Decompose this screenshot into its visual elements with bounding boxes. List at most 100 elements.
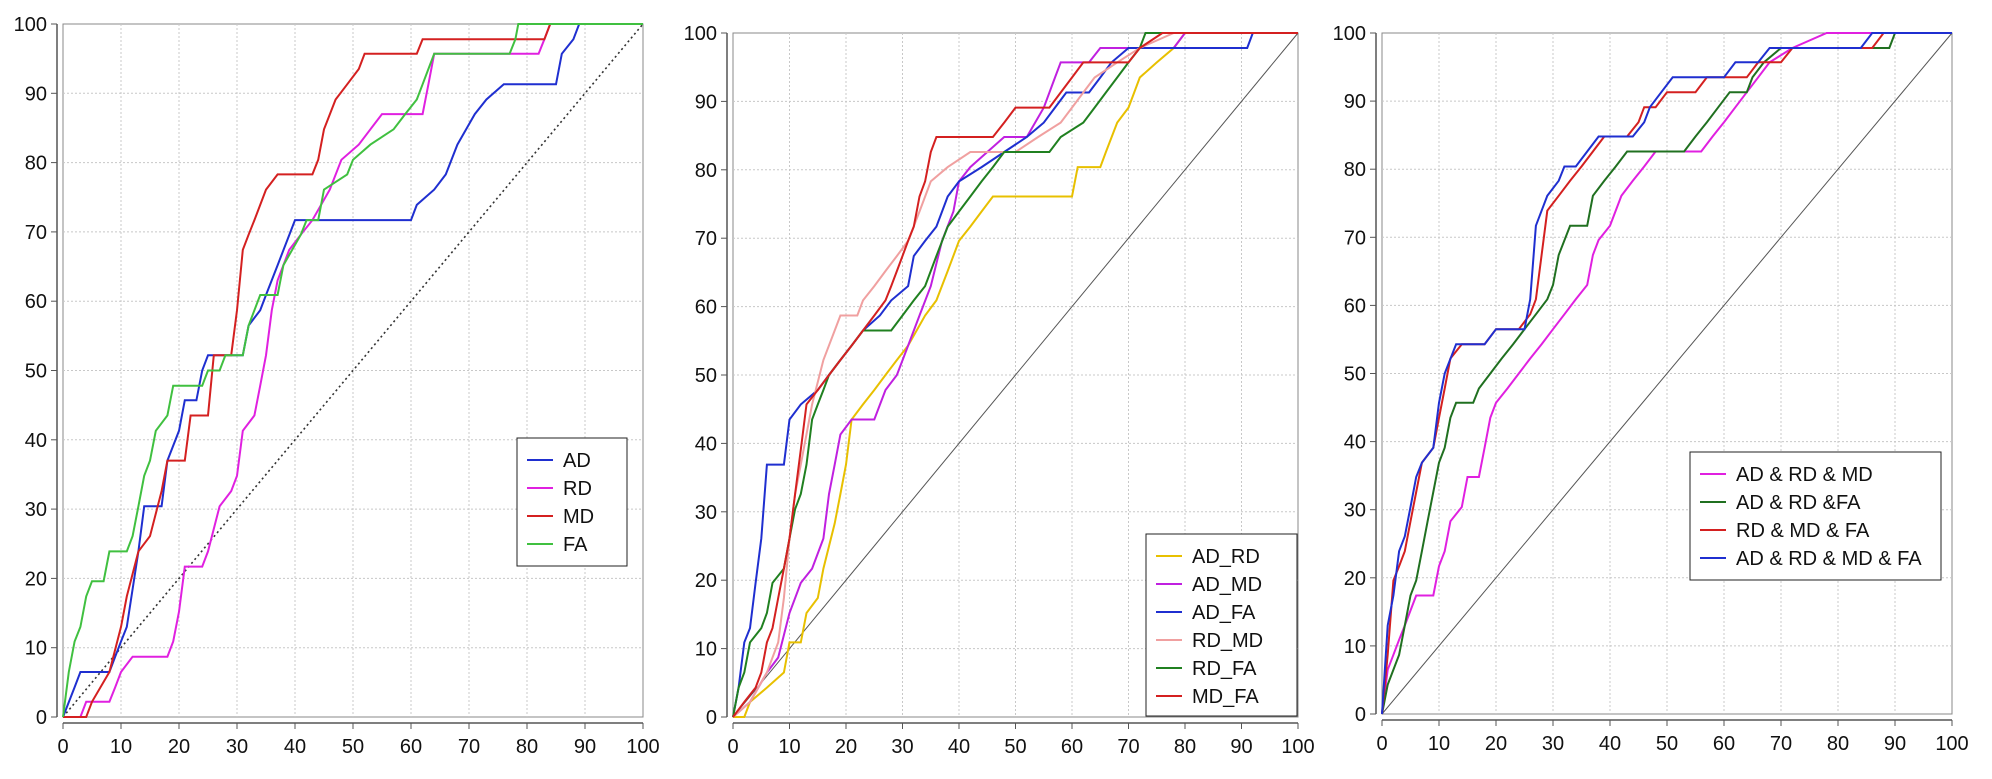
roc-chart-2: 0 10 20 30 40 50 60 70 80 90 100 0 10 20 30 40 50 60 70 80 9… (684, 23, 1315, 758)
x-tick-label: 80 (1827, 733, 1849, 755)
x-tick-label: 90 (1884, 733, 1906, 755)
legend: AD_RD AD_MD AD_FA RD_MD RD_FA MD_FA (1145, 533, 1298, 717)
y-tick-label: 70 (1344, 227, 1366, 249)
y-tick-label: 60 (1344, 295, 1366, 317)
x-tick-label: 0 (1376, 733, 1387, 755)
y-tick-label: 100 (1333, 23, 1366, 45)
y-tick-label: 0 (1355, 704, 1366, 726)
legend-label: RD & MD & FA (1736, 520, 1870, 542)
series-line-md (63, 23, 643, 718)
x-tick-label: 90 (574, 736, 596, 758)
y-tick-label: 90 (695, 91, 717, 113)
legend-label: AD_FA (1192, 602, 1256, 624)
legend-label: AD (563, 450, 591, 472)
y-tick-label: 50 (695, 365, 717, 387)
y-tick-label: 40 (25, 430, 47, 452)
y-tick-label: 30 (695, 502, 717, 524)
series-line-rd (63, 23, 643, 718)
y-tick-label: 40 (1344, 432, 1366, 454)
legend-label: AD & RD &FA (1736, 492, 1861, 514)
legend: AD RD MD FA (516, 437, 628, 567)
x-tick-label: 20 (1485, 733, 1507, 755)
x-tick-label: 30 (226, 736, 248, 758)
x-tick-label: 100 (1935, 733, 1968, 755)
series-line-ad-fa (732, 32, 1298, 718)
x-tick-label: 30 (1542, 733, 1564, 755)
reference-diagonal (1381, 32, 1953, 715)
y-tick-label: 90 (25, 83, 47, 105)
series-line-ad-md (732, 32, 1298, 718)
y-tick-label: 80 (25, 153, 47, 175)
legend-label: FA (563, 534, 588, 556)
legend-label: MD (563, 506, 594, 528)
legend-label: AD & RD & MD & FA (1736, 548, 1922, 570)
x-tick-label: 20 (835, 736, 857, 758)
series-line-ad-rd-fa (1381, 32, 1952, 715)
legend-label: RD (563, 478, 592, 500)
y-tick-label: 10 (25, 638, 47, 660)
y-tick-label: 30 (1344, 500, 1366, 522)
x-tick-label: 30 (891, 736, 913, 758)
legend-label: MD_FA (1192, 686, 1259, 708)
y-tick-label: 40 (695, 433, 717, 455)
legend-box (1689, 451, 1942, 581)
x-tick-label: 60 (1713, 733, 1735, 755)
y-tick-label: 70 (25, 222, 47, 244)
x-tick-label: 70 (1770, 733, 1792, 755)
y-tick-label: 90 (1344, 91, 1366, 113)
x-tick-label: 80 (1174, 736, 1196, 758)
x-tick-label: 10 (110, 736, 132, 758)
y-tick-label: 20 (695, 570, 717, 592)
y-tick-label: 20 (1344, 568, 1366, 590)
x-tick-label: 90 (1230, 736, 1252, 758)
legend-box (1145, 533, 1298, 717)
legend-label: RD_MD (1192, 630, 1263, 652)
series-line-rd-fa (732, 32, 1298, 718)
x-tick-label: 60 (400, 736, 422, 758)
reference-diagonal (732, 32, 1299, 718)
series-line-ad-rd-md-fa (1381, 32, 1952, 715)
y-tick-label: 70 (695, 228, 717, 250)
series-line-ad-rd-md (1381, 32, 1952, 715)
x-tick-label: 70 (1117, 736, 1139, 758)
x-tick-label: 100 (626, 736, 659, 758)
x-tick-label: 40 (284, 736, 306, 758)
y-tick-label: 60 (695, 297, 717, 319)
y-tick-label: 30 (25, 499, 47, 521)
x-tick-label: 40 (948, 736, 970, 758)
legend: AD & RD & MD AD & RD &FA RD & MD & FA AD & … (1689, 451, 1942, 581)
x-tick-label: 0 (57, 736, 68, 758)
x-tick-label: 10 (1428, 733, 1450, 755)
series-line-fa (62, 23, 643, 718)
x-tick-label: 40 (1599, 733, 1621, 755)
legend-label: RD_FA (1192, 658, 1257, 680)
legend-label: AD_MD (1192, 574, 1262, 596)
x-tick-label: 100 (1281, 736, 1314, 758)
y-tick-label: 60 (25, 291, 47, 313)
roc-chart-1: 0 10 20 30 40 50 60 70 80 90 100 0 10 20 30 40 50 60 70 80 9… (14, 14, 660, 758)
series-line-ad-rd (733, 32, 1298, 718)
roc-chart-3: 0 10 20 30 40 50 60 70 80 90 100 0 10 20 30 40 50 60 70 80 9… (1333, 23, 1969, 755)
y-tick-label: 100 (14, 14, 47, 36)
x-tick-label: 50 (1656, 733, 1678, 755)
y-tick-label: 0 (706, 707, 717, 729)
x-tick-label: 60 (1061, 736, 1083, 758)
legend-label: AD & RD & MD (1736, 464, 1873, 486)
x-tick-label: 20 (168, 736, 190, 758)
y-tick-label: 10 (1344, 636, 1366, 658)
series-line-rd-md-fa (1381, 32, 1952, 715)
y-tick-label: 50 (1344, 364, 1366, 386)
y-tick-label: 100 (684, 23, 717, 45)
reference-diagonal (62, 23, 644, 718)
y-tick-label: 80 (695, 160, 717, 182)
y-tick-label: 0 (36, 707, 47, 729)
y-tick-label: 80 (1344, 159, 1366, 181)
y-tick-label: 20 (25, 568, 47, 590)
series-line-md-fa (732, 32, 1298, 718)
x-tick-label: 50 (1004, 736, 1026, 758)
x-tick-label: 80 (516, 736, 538, 758)
x-tick-label: 10 (778, 736, 800, 758)
y-tick-label: 50 (25, 361, 47, 383)
x-tick-label: 70 (458, 736, 480, 758)
